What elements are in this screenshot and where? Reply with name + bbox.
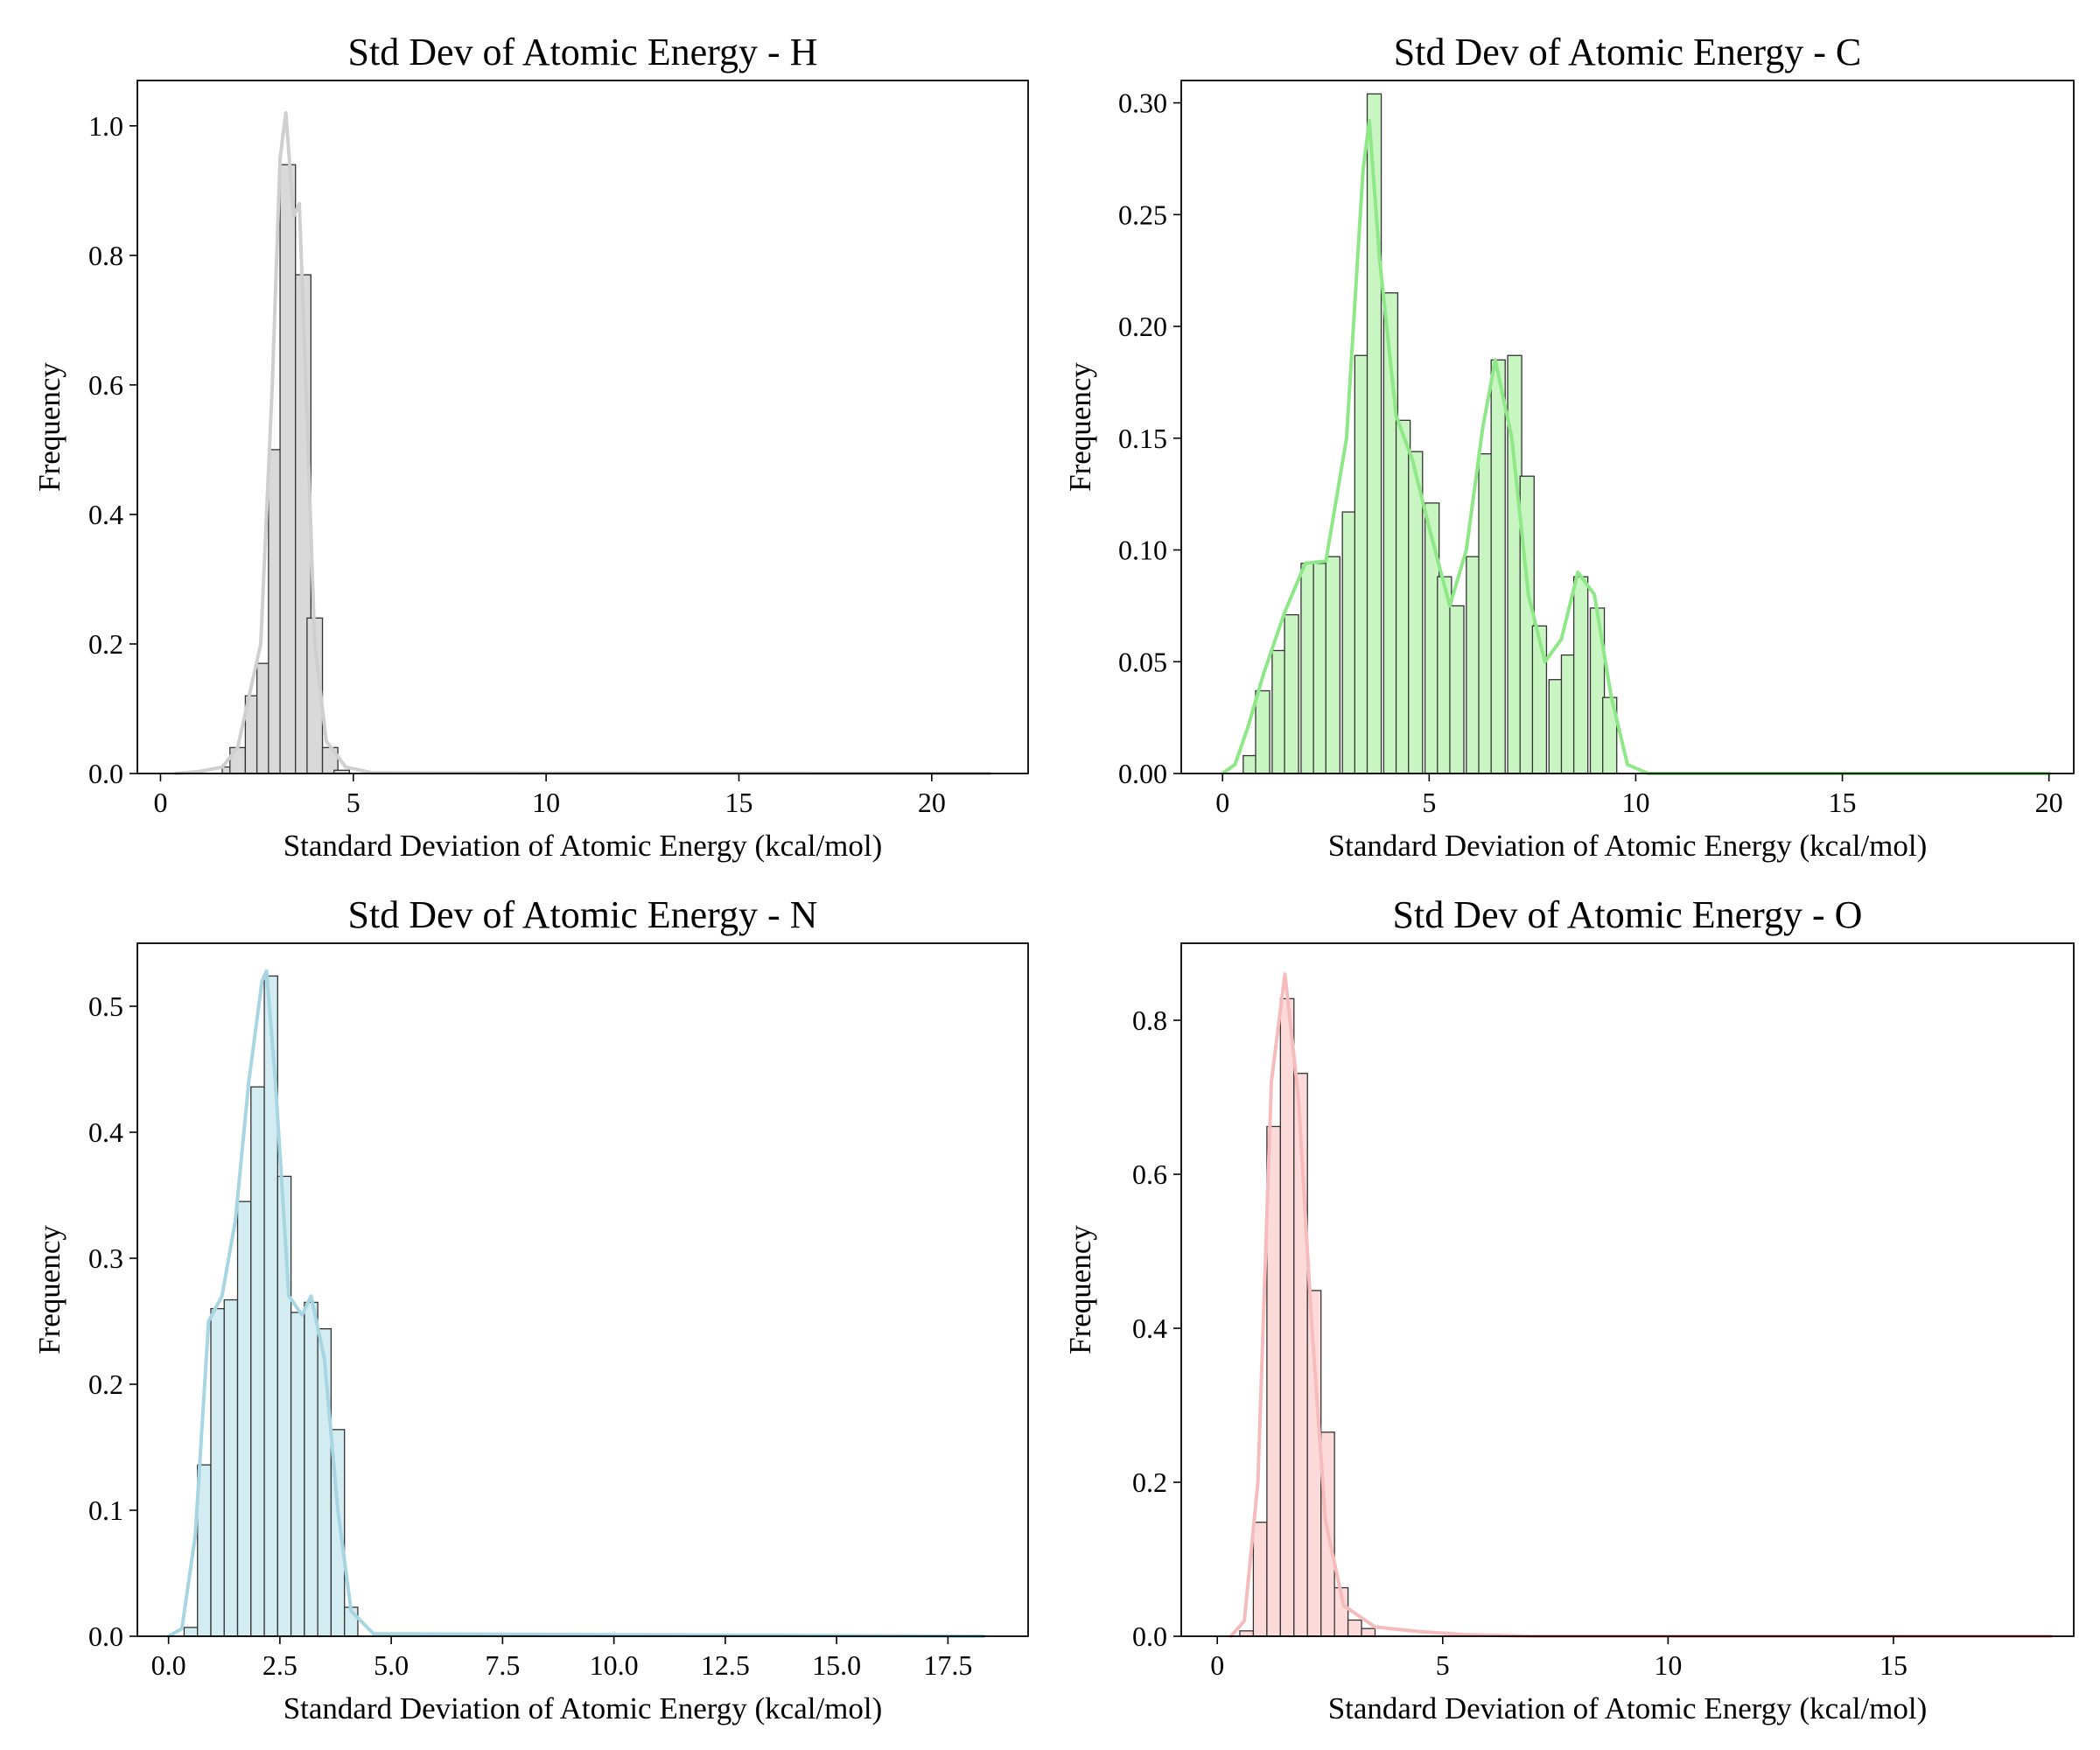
y-tick-label: 0.0 (88, 1620, 123, 1652)
histogram-bar (1572, 576, 1589, 774)
kde-line (1221, 119, 2051, 775)
x-tick-label: 0 (153, 787, 167, 818)
y-tick-label: 0.8 (1132, 1004, 1167, 1036)
y-tick-label: 0.25 (1118, 199, 1167, 230)
y-axis-label: Frequency (32, 362, 66, 492)
x-axis-label: Standard Deviation of Atomic Energy (kca… (1328, 829, 1928, 863)
histogram-bar (183, 1627, 199, 1637)
chart-title: Std Dev of Atomic Energy - H (348, 31, 818, 74)
y-tick-label: 0.2 (88, 628, 123, 660)
y-tick-label: 0.0 (88, 758, 123, 789)
chart-title: Std Dev of Atomic Energy - O (1393, 893, 1863, 936)
y-tick-label: 0.8 (88, 240, 123, 271)
histogram-bar (1361, 1628, 1376, 1637)
x-axis-label: Standard Deviation of Atomic Energy (kca… (284, 1691, 883, 1726)
histogram-bar (1284, 613, 1299, 774)
histogram-bar (229, 746, 247, 774)
histogram-bar (1239, 1630, 1255, 1637)
histogram-bar (1279, 998, 1295, 1637)
y-tick-label: 0.6 (88, 369, 123, 401)
x-tick-label: 10 (1621, 787, 1649, 818)
x-tick-label: 20 (2035, 787, 2063, 818)
histogram-bar (1531, 625, 1548, 774)
kde-line (1228, 972, 2054, 1638)
y-tick-label: 0.00 (1118, 758, 1167, 789)
histogram-bar (223, 1298, 239, 1637)
x-axis-label: Standard Deviation of Atomic Energy (kca… (1328, 1691, 1928, 1726)
y-tick-label: 1.0 (88, 110, 123, 142)
y-tick-label: 0.2 (88, 1368, 123, 1400)
x-tick-label: 10 (532, 787, 560, 818)
y-tick-label: 0.15 (1118, 423, 1167, 454)
y-tick-label: 0.0 (1132, 1620, 1167, 1652)
y-axis-label: Frequency (1063, 362, 1097, 492)
x-tick-label: 12.5 (701, 1649, 750, 1681)
histogram-bar (304, 1301, 318, 1637)
x-axis-label: Standard Deviation of Atomic Energy (kca… (284, 829, 883, 863)
histogram-bar (1325, 556, 1340, 774)
chart-panel-o: 0 5 10 15 0.0 0.2 0.4 0.6 0.8 Std Dev of Atomic E… (1063, 893, 2075, 1726)
x-tick-label: 0 (1210, 1649, 1224, 1681)
histogram-bar (1408, 451, 1424, 774)
y-tick-label: 0.10 (1118, 535, 1167, 566)
y-tick-label: 0.3 (88, 1242, 123, 1274)
histogram-bar (1255, 690, 1270, 774)
y-tick-label: 0.30 (1118, 88, 1167, 119)
x-tick-label: 0 (1215, 787, 1229, 818)
kde-line (166, 969, 986, 1638)
chart-title: Std Dev of Atomic Energy - C (1394, 31, 1861, 74)
plot-frame (136, 80, 1029, 774)
plot-frame (136, 942, 1029, 1637)
x-tick-label: 5 (1436, 1649, 1450, 1681)
x-tick-label: 15 (1829, 787, 1857, 818)
chart-panel-h: 0 5 10 15 20 0.0 0.2 0.4 0.6 0.8 1.0 Std Dev of Ato… (32, 31, 1029, 863)
y-tick-label: 0.5 (88, 990, 123, 1022)
plot-frame (1180, 80, 2075, 774)
x-tick-label: 15.0 (812, 1649, 861, 1681)
x-tick-label: 15 (724, 787, 752, 818)
histogram-bar (1347, 1619, 1362, 1637)
x-tick-label: 10.0 (590, 1649, 639, 1681)
x-tick-label: 20 (918, 787, 946, 818)
histogram-bar (1449, 605, 1465, 774)
x-tick-label: 2.5 (262, 1649, 298, 1681)
x-tick-label: 15 (1880, 1649, 1908, 1681)
x-tick-label: 10 (1654, 1649, 1682, 1681)
y-tick-label: 0.20 (1118, 311, 1167, 342)
histogram-bar (236, 1200, 252, 1637)
y-tick-label: 0.4 (88, 499, 123, 530)
chart-title: Std Dev of Atomic Energy - N (348, 893, 818, 936)
kde-line (174, 111, 991, 775)
x-tick-label: 7.5 (485, 1649, 520, 1681)
histogram-bar (210, 1307, 225, 1637)
histogram-bar (1490, 359, 1506, 774)
y-tick-label: 0.6 (1132, 1158, 1167, 1190)
y-tick-label: 0.2 (1132, 1466, 1167, 1498)
y-tick-label: 0.1 (88, 1494, 123, 1526)
histogram-bar (279, 164, 297, 774)
x-tick-label: 17.5 (923, 1649, 972, 1681)
y-tick-label: 0.4 (88, 1116, 123, 1148)
y-tick-label: 0.4 (1132, 1312, 1167, 1344)
chart-panel-c: 0 5 10 15 20 0.00 0.05 0.10 0.15 0.20 0.25 0.30 Std … (1063, 31, 2075, 863)
x-tick-label: 5 (346, 787, 360, 818)
x-tick-label: 0.0 (151, 1649, 186, 1681)
y-tick-label: 0.05 (1118, 646, 1167, 677)
histogram-bar (290, 1312, 305, 1637)
chart-panel-n: 0.0 2.5 5.0 7.5 10.0 12.5 15.0 17.5 0.0 0.1 0.2 0.3… (32, 893, 1029, 1726)
histogram-bar (250, 1086, 265, 1637)
x-tick-label: 5 (1422, 787, 1436, 818)
plot-frame (1180, 942, 2075, 1637)
y-axis-label: Frequency (1063, 1225, 1097, 1354)
histogram-bar (1252, 1522, 1268, 1637)
y-axis-label: Frequency (32, 1225, 66, 1354)
x-tick-label: 5.0 (374, 1649, 409, 1681)
